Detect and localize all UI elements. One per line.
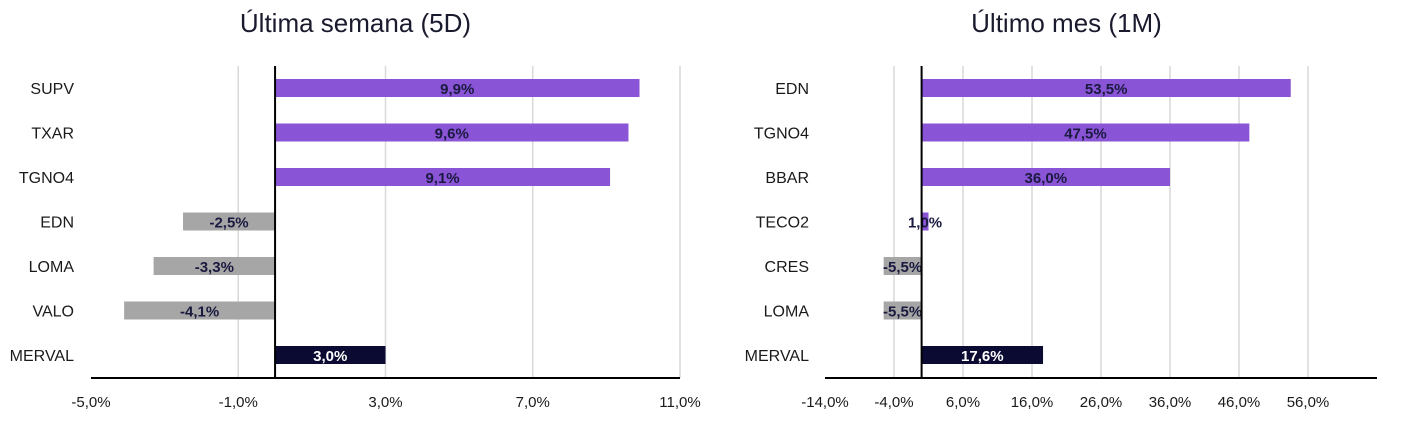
chart-monthly: 53,5% EDN 47,5% TGNO4 36,0% BBAR 1,0% TECO2 -5,5…	[745, 66, 1377, 411]
chart-panel-weekly: Última semana (5D) 9,9% SUPV 9,6% TXAR 9,1% T…	[10, 8, 701, 411]
weekly-tick-label: 7,0%	[516, 394, 550, 411]
weekly-tick-label: -5,0%	[71, 394, 110, 411]
weekly-data-label: 9,9%	[440, 81, 474, 98]
monthly-category-label: EDN	[775, 81, 809, 98]
weekly-data-label: -4,1%	[180, 304, 219, 321]
monthly-bar-merval	[921, 346, 1044, 364]
monthly-tick-label: -4,0%	[874, 394, 913, 411]
monthly-bar-loma	[883, 301, 922, 320]
monthly-data-label: -5,5%	[883, 259, 922, 276]
weekly-bar-tgno4	[275, 168, 611, 186]
monthly-tick-label: 6,0%	[946, 394, 980, 411]
weekly-category-label: SUPV	[30, 81, 74, 98]
weekly-category-label: MERVAL	[10, 348, 74, 365]
monthly-tick-label: 16,0%	[1011, 394, 1054, 411]
monthly-tick-label: -14,0%	[801, 394, 849, 411]
monthly-category-label: TGNO4	[754, 126, 809, 143]
monthly-data-label: 53,5%	[1085, 81, 1128, 98]
chart-weekly: 9,9% SUPV 9,6% TXAR 9,1% TGNO4 -2,5% EDN -3,3% LO…	[10, 66, 701, 411]
monthly-bar-edn	[921, 79, 1291, 97]
monthly-category-label: TECO2	[756, 215, 809, 232]
monthly-data-label: 47,5%	[1064, 126, 1107, 143]
monthly-bar-bbar	[921, 168, 1170, 186]
monthly-tick-label: 46,0%	[1218, 394, 1261, 411]
monthly-category-label: BBAR	[765, 170, 809, 187]
weekly-data-label: 3,0%	[313, 348, 347, 365]
weekly-data-label: 9,1%	[425, 170, 459, 187]
weekly-bar-edn	[183, 212, 276, 231]
weekly-bar-supv	[275, 79, 640, 97]
monthly-data-label: -5,5%	[883, 304, 922, 321]
weekly-category-label: TGNO4	[19, 170, 74, 187]
weekly-category-label: TXAR	[31, 126, 74, 143]
monthly-bar-cres	[883, 257, 922, 275]
weekly-data-label: -3,3%	[195, 259, 234, 276]
chart-title-weekly: Última semana (5D)	[239, 8, 472, 38]
monthly-category-label: CRES	[765, 259, 809, 276]
chart-panel-monthly: Último mes (1M) 53,5% EDN 47,5% TGNO4 36,0% B…	[711, 0, 1422, 421]
monthly-tick-label: 36,0%	[1149, 394, 1192, 411]
weekly-bar-valo	[124, 301, 276, 320]
monthly-category-label: MERVAL	[745, 348, 809, 365]
weekly-bar-merval	[275, 346, 386, 364]
monthly-category-label: LOMA	[764, 304, 810, 321]
monthly-tick-label: 26,0%	[1080, 394, 1123, 411]
weekly-category-label: EDN	[40, 215, 74, 232]
monthly-tick-label: 56,0%	[1287, 394, 1330, 411]
monthly-bar-teco2	[921, 212, 929, 231]
weekly-tick-label: -1,0%	[219, 394, 258, 411]
weekly-data-label: 9,6%	[435, 126, 469, 143]
weekly-category-label: LOMA	[29, 259, 75, 276]
weekly-data-label: -2,5%	[209, 215, 248, 232]
weekly-bar-txar	[275, 123, 629, 142]
weekly-bar-loma	[153, 257, 276, 275]
weekly-tick-label: 3,0%	[368, 394, 402, 411]
monthly-data-label: 36,0%	[1025, 170, 1068, 187]
chart-title-monthly: Último mes (1M)	[971, 8, 1162, 38]
monthly-data-label: 17,6%	[961, 348, 1004, 365]
weekly-category-label: VALO	[33, 304, 75, 321]
monthly-data-label: 1,0%	[908, 215, 942, 232]
weekly-tick-label: 11,0%	[659, 394, 700, 411]
monthly-bar-tgno4	[921, 123, 1250, 142]
